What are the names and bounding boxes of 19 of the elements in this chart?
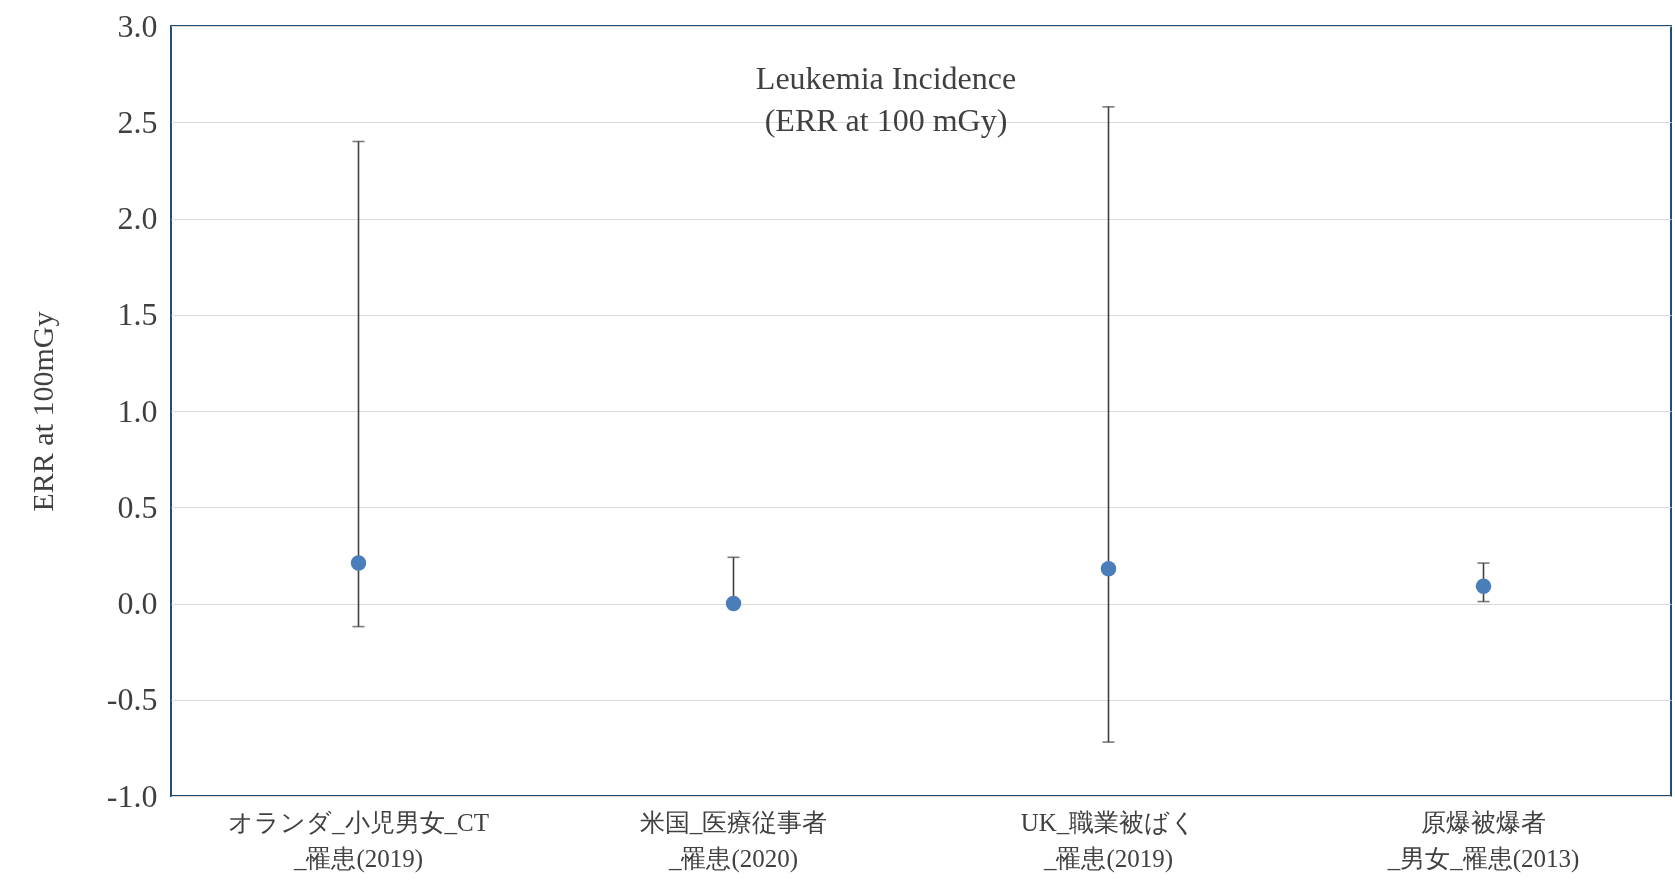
- point: [1475, 578, 1492, 594]
- y-tick-label: 0.0: [117, 585, 158, 621]
- point: [350, 555, 367, 571]
- x-tick-label: 原爆被爆者 _男女_罹患(2013): [1386, 808, 1580, 873]
- y-tick-label: 1.5: [117, 296, 158, 333]
- y-tick-label: 2.5: [117, 103, 158, 140]
- x-tick-label: 米国_医療従事者 _罹患(2020): [639, 808, 828, 873]
- y-tick-label: 0.5: [117, 488, 158, 525]
- point: [1100, 561, 1117, 577]
- point: [725, 595, 742, 612]
- y-axis-title: ERR at 100mGy: [25, 311, 59, 512]
- y-tick-label: 1.0: [117, 392, 158, 429]
- y-tick-label: 2.0: [117, 200, 158, 236]
- y-tick-label: -1.0: [106, 777, 158, 814]
- y-tick-label: -0.5: [106, 681, 158, 718]
- x-tick-label: オランダ_小児男女_CT _罹患(2019): [228, 808, 489, 873]
- x-tick-label: UK_職業被ばく _罹患(2019): [1020, 808, 1197, 873]
- text: Leukemia Incidence (ERR at 100 mGy): [755, 60, 1017, 138]
- y-tick-label: 3.0: [117, 7, 158, 44]
